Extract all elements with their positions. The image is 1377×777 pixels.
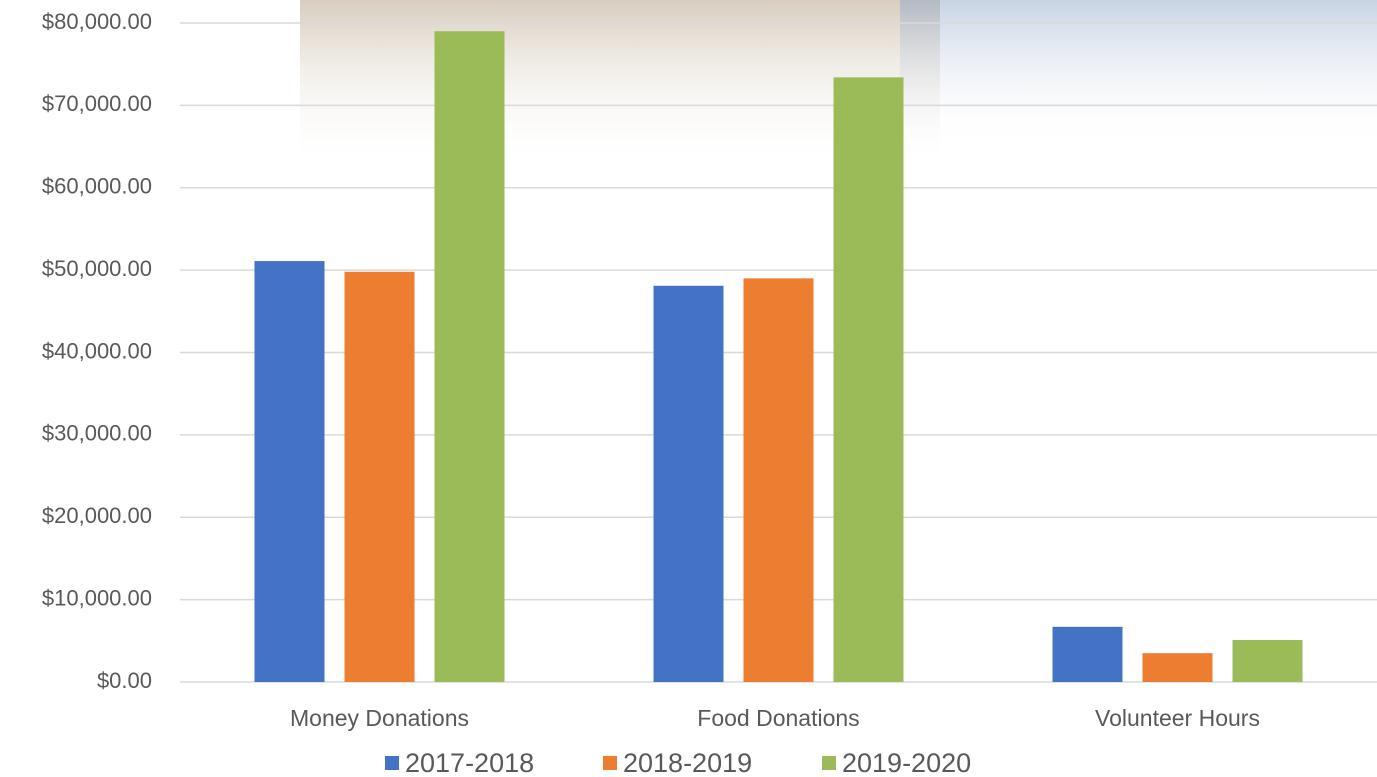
- y-tick-label: $60,000.00: [42, 174, 152, 199]
- y-tick-label: $50,000.00: [42, 256, 152, 281]
- y-tick-label: $70,000.00: [42, 91, 152, 116]
- bar: [834, 77, 904, 682]
- legend-label: 2018-2019: [623, 748, 752, 777]
- y-tick-label: $40,000.00: [42, 338, 152, 363]
- y-tick-label: $80,000.00: [42, 9, 152, 34]
- x-tick-label: Food Donations: [697, 705, 859, 731]
- x-tick-label: Money Donations: [290, 705, 469, 731]
- bar: [744, 278, 814, 682]
- bar: [1233, 640, 1303, 682]
- legend-label: 2017-2018: [405, 748, 534, 777]
- legend-swatch: [822, 756, 836, 770]
- bar: [255, 261, 325, 682]
- y-tick-label: $20,000.00: [42, 503, 152, 528]
- y-tick-label: $30,000.00: [42, 421, 152, 446]
- legend-swatch: [385, 756, 399, 770]
- bar: [435, 31, 505, 682]
- page: $0.00 $10,000.00 $20,000.00 $30,000.00 $40,0…: [0, 0, 1377, 777]
- legend-label: 2019-2020: [842, 748, 971, 777]
- y-tick-label: $10,000.00: [42, 585, 152, 610]
- legend-swatch: [603, 756, 617, 770]
- bar: [1053, 627, 1123, 682]
- x-tick-label: Volunteer Hours: [1095, 705, 1260, 731]
- chart: $0.00 $10,000.00 $20,000.00 $30,000.00 $40,0…: [0, 0, 1377, 777]
- bar: [1143, 653, 1213, 682]
- bar: [345, 272, 415, 682]
- bar: [654, 286, 724, 682]
- y-tick-label: $0.00: [97, 668, 152, 693]
